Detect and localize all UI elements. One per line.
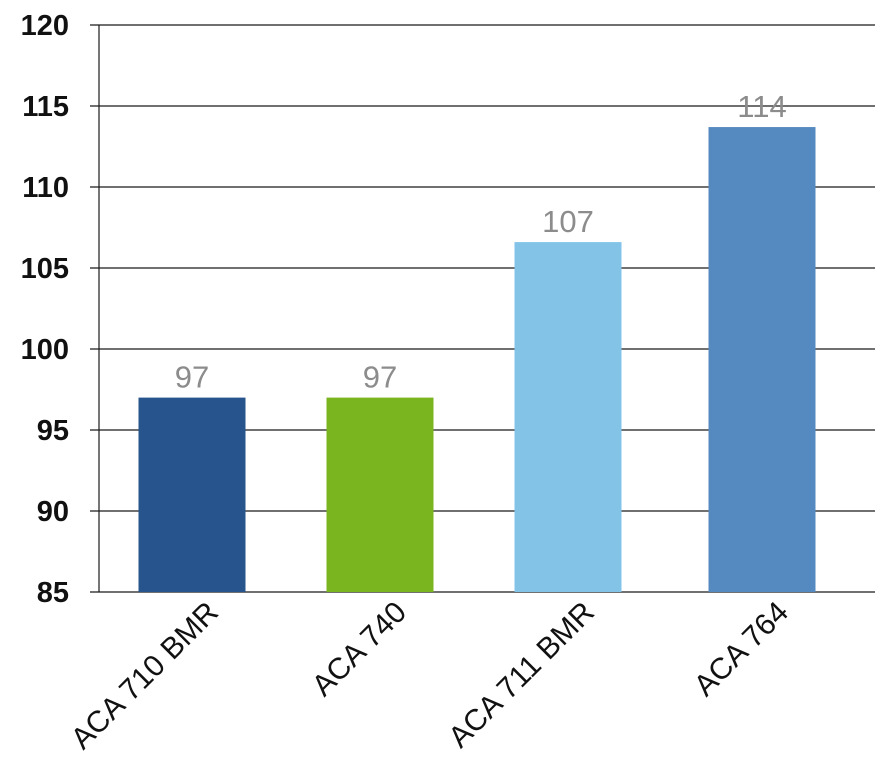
y-tick-label: 115 xyxy=(22,91,69,123)
y-tick-label: 90 xyxy=(37,496,69,528)
x-tick-label: ACA 740 xyxy=(306,596,413,703)
bars xyxy=(138,127,816,592)
bar-1 xyxy=(138,397,246,592)
data-label: 97 xyxy=(363,360,397,395)
x-tick-label: ACA 711 BMR xyxy=(442,596,601,755)
bar-4 xyxy=(708,127,816,592)
data-label: 114 xyxy=(737,89,786,124)
x-tick-label: ACA 764 xyxy=(688,596,795,703)
x-tick-label: ACA 710 BMR xyxy=(65,596,225,756)
y-tick-label: 85 xyxy=(37,577,69,609)
y-tick-label: 100 xyxy=(21,334,69,366)
y-tick-label: 110 xyxy=(22,172,69,204)
bar-2 xyxy=(326,397,434,592)
bar-3 xyxy=(514,242,622,592)
data-label: 107 xyxy=(542,204,594,239)
labels: 85 90 95 100 105 110 115 120 97 ACA 710 BMR 97 ACA … xyxy=(21,10,795,756)
data-label: 97 xyxy=(175,360,209,395)
y-tick-label: 95 xyxy=(37,415,69,447)
y-tick-label: 120 xyxy=(21,10,69,42)
y-tick-label: 105 xyxy=(21,253,69,285)
